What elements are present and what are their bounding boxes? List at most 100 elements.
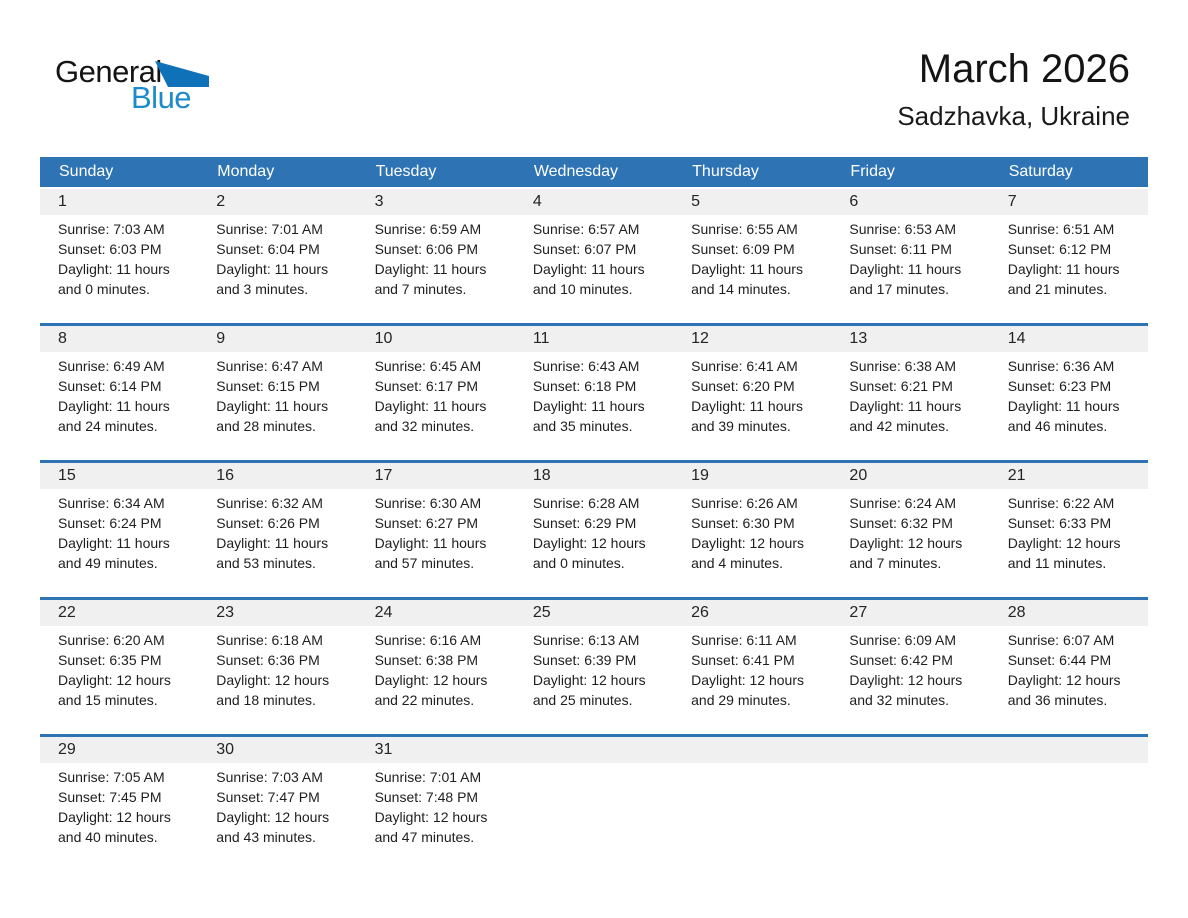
daylight-text-line2: and 32 minutes.	[374, 418, 475, 434]
day-number: 10	[374, 330, 393, 347]
daylight-text-line2: and 32 minutes.	[849, 692, 950, 708]
day-number: 17	[374, 467, 393, 484]
day-details: Sunrise: 7:01 AM Sunset: 6:04 PM Daylight:…	[198, 215, 356, 323]
day-number: 16	[216, 467, 235, 484]
sunset-text: Sunset: 6:15 PM	[216, 378, 320, 394]
daylight-text-line2: and 18 minutes.	[216, 692, 316, 708]
sunrise-text: Sunrise: 6:09 AM	[849, 632, 957, 648]
day-details: Sunrise: 6:51 AM Sunset: 6:12 PM Daylight:…	[990, 215, 1148, 323]
day-cell: 2 Sunrise: 7:01 AM Sunset: 6:04 PM Daylight…	[198, 189, 357, 323]
day-number: 23	[216, 604, 235, 621]
day-cell: 26 Sunrise: 6:11 AM Sunset: 6:41 PM Dayligh…	[673, 600, 832, 734]
day-number-band: 9	[198, 326, 357, 352]
daylight-text-line2: and 57 minutes.	[374, 555, 475, 571]
day-number-band: 8	[40, 326, 199, 352]
day-details: Sunrise: 6:34 AM Sunset: 6:24 PM Daylight:…	[40, 489, 198, 597]
daylight-text-line2: and 15 minutes.	[58, 692, 158, 708]
weekday-header-row: Sunday Monday Tuesday Wednesday Thursday Frid…	[40, 157, 1148, 187]
day-details: Sunrise: 6:07 AM Sunset: 6:44 PM Daylight:…	[990, 626, 1148, 734]
day-number-band: 10	[356, 326, 515, 352]
day-number-band: 3	[356, 189, 515, 215]
daylight-text-line1: Daylight: 12 hours	[691, 535, 804, 551]
sunrise-text: Sunrise: 6:22 AM	[1007, 495, 1115, 511]
day-cell: 19 Sunrise: 6:26 AM Sunset: 6:30 PM Dayligh…	[673, 463, 832, 597]
day-cell: 4 Sunrise: 6:57 AM Sunset: 6:07 PM Daylight…	[514, 189, 674, 323]
sunrise-text: Sunrise: 6:45 AM	[374, 358, 482, 374]
sunrise-text: Sunrise: 6:24 AM	[849, 495, 957, 511]
day-number-band: 24	[356, 600, 515, 626]
day-details	[990, 763, 1148, 871]
day-cell: 14 Sunrise: 6:36 AM Sunset: 6:23 PM Dayligh…	[989, 326, 1148, 460]
day-number: 18	[532, 467, 551, 484]
page-header: General Blue March 2026 Sadzhavka, Ukrai…	[40, 0, 1148, 157]
sunset-text: Sunset: 6:26 PM	[216, 515, 320, 531]
daylight-text-line1: Daylight: 11 hours	[849, 398, 962, 414]
day-number: 13	[849, 330, 868, 347]
daylight-text-line2: and 24 minutes.	[58, 418, 158, 434]
day-number: 28	[1007, 604, 1026, 621]
day-details: Sunrise: 6:53 AM Sunset: 6:11 PM Daylight:…	[831, 215, 989, 323]
day-cell: 10 Sunrise: 6:45 AM Sunset: 6:17 PM Dayligh…	[356, 326, 515, 460]
day-details: Sunrise: 6:55 AM Sunset: 6:09 PM Daylight:…	[673, 215, 831, 323]
day-number-band: 30	[198, 737, 357, 763]
week-row: 1 Sunrise: 7:03 AM Sunset: 6:03 PM Daylight…	[40, 189, 1148, 323]
day-number: 11	[532, 330, 550, 347]
sunset-text: Sunset: 6:41 PM	[691, 652, 795, 668]
daylight-text-line2: and 47 minutes.	[374, 829, 475, 845]
day-number-band: 29	[40, 737, 199, 763]
sunrise-text: Sunrise: 6:32 AM	[216, 495, 323, 511]
day-cell: 21 Sunrise: 6:22 AM Sunset: 6:33 PM Dayligh…	[989, 463, 1148, 597]
daylight-text-line1: Daylight: 11 hours	[849, 261, 962, 277]
day-number-band: 25	[514, 600, 674, 626]
day-details: Sunrise: 6:26 AM Sunset: 6:30 PM Daylight:…	[673, 489, 831, 597]
daylight-text-line2: and 7 minutes.	[849, 555, 942, 571]
day-number: 8	[58, 330, 67, 347]
calendar-weeks: 1 Sunrise: 7:03 AM Sunset: 6:03 PM Daylight…	[40, 189, 1148, 871]
daylight-text-line2: and 39 minutes.	[691, 418, 791, 434]
sunset-text: Sunset: 6:20 PM	[691, 378, 795, 394]
day-number: 14	[1007, 330, 1026, 347]
daylight-text-line2: and 28 minutes.	[216, 418, 316, 434]
daylight-text-line2: and 36 minutes.	[1007, 692, 1108, 708]
day-details: Sunrise: 7:05 AM Sunset: 7:45 PM Daylight:…	[40, 763, 198, 871]
day-number: 21	[1007, 467, 1026, 484]
sunset-text: Sunset: 6:06 PM	[374, 241, 479, 257]
daylight-text-line2: and 7 minutes.	[374, 281, 467, 297]
day-number: 22	[58, 604, 76, 621]
sunset-text: Sunset: 7:47 PM	[216, 789, 320, 805]
day-details: Sunrise: 6:36 AM Sunset: 6:23 PM Daylight:…	[990, 352, 1148, 460]
day-number-band: 14	[989, 326, 1148, 352]
day-cell-empty	[831, 737, 990, 871]
weekday-header-friday: Friday	[850, 163, 895, 180]
daylight-text-line1: Daylight: 11 hours	[691, 398, 803, 414]
sunset-text: Sunset: 6:27 PM	[374, 515, 479, 531]
day-details: Sunrise: 6:22 AM Sunset: 6:33 PM Daylight:…	[990, 489, 1148, 597]
day-number-band: 20	[831, 463, 990, 489]
sunrise-text: Sunrise: 7:01 AM	[216, 221, 323, 237]
daylight-text-line1: Daylight: 12 hours	[532, 535, 646, 551]
day-cell: 15 Sunrise: 6:34 AM Sunset: 6:24 PM Dayligh…	[40, 463, 199, 597]
day-number: 26	[691, 604, 709, 621]
daylight-text-line2: and 29 minutes.	[691, 692, 791, 708]
daylight-text-line1: Daylight: 11 hours	[1007, 261, 1120, 277]
daylight-text-line2: and 42 minutes.	[849, 418, 950, 434]
week-row: 22 Sunrise: 6:20 AM Sunset: 6:35 PM Dayligh…	[40, 597, 1148, 734]
daylight-text-line2: and 43 minutes.	[216, 829, 316, 845]
day-details	[831, 763, 989, 871]
sunrise-text: Sunrise: 6:16 AM	[374, 632, 482, 648]
sunset-text: Sunset: 6:14 PM	[58, 378, 162, 394]
logo-triangle-icon	[155, 61, 209, 87]
day-cell: 24 Sunrise: 6:16 AM Sunset: 6:38 PM Dayligh…	[356, 600, 515, 734]
sunset-text: Sunset: 6:32 PM	[849, 515, 953, 531]
sunset-text: Sunset: 6:11 PM	[849, 241, 952, 257]
day-number: 24	[374, 604, 393, 621]
day-cell: 7 Sunrise: 6:51 AM Sunset: 6:12 PM Daylight…	[989, 189, 1148, 323]
daylight-text-line2: and 46 minutes.	[1007, 418, 1108, 434]
day-details: Sunrise: 6:47 AM Sunset: 6:15 PM Daylight:…	[198, 352, 356, 460]
sunset-text: Sunset: 7:45 PM	[58, 789, 162, 805]
day-details: Sunrise: 6:09 AM Sunset: 6:42 PM Daylight:…	[831, 626, 989, 734]
day-details: Sunrise: 7:03 AM Sunset: 6:03 PM Daylight:…	[40, 215, 198, 323]
day-number-band: 11	[514, 326, 674, 352]
sunrise-text: Sunrise: 7:01 AM	[374, 769, 482, 785]
day-cell: 22 Sunrise: 6:20 AM Sunset: 6:35 PM Dayligh…	[40, 600, 199, 734]
